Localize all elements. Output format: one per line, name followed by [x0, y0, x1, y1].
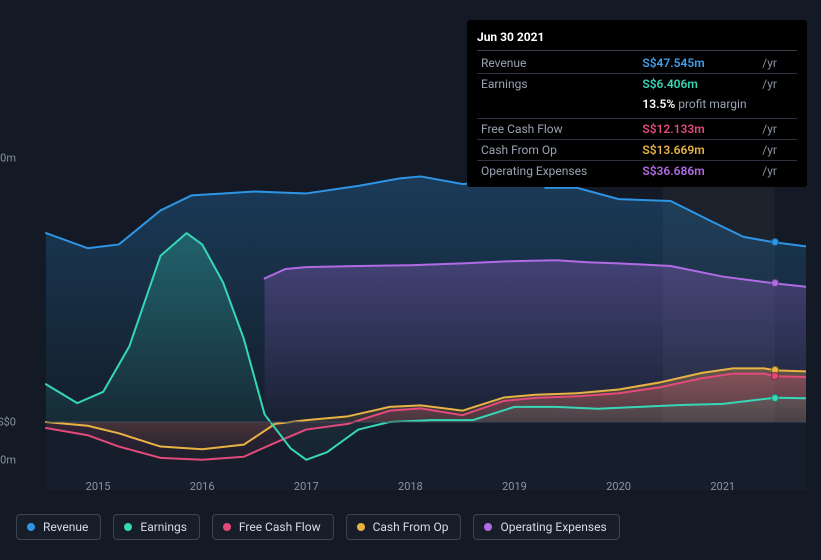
- legend: Revenue Earnings Free Cash Flow Cash From O…: [16, 514, 620, 540]
- legend-item-label: Operating Expenses: [500, 520, 606, 534]
- plot-area[interactable]: [16, 150, 806, 490]
- y-axis-label: S$0: [0, 416, 16, 429]
- legend-item-cfo[interactable]: Cash From Op: [346, 514, 462, 540]
- tooltip-row-label: Operating Expenses: [477, 160, 638, 181]
- y-axis-label: -S$10m: [0, 453, 16, 466]
- tooltip-row-label: Free Cash Flow: [477, 118, 638, 139]
- hover-dot-revenue: [771, 238, 779, 246]
- tooltip-row-value: S$36.686m: [638, 160, 758, 181]
- tooltip-row-value: S$12.133m: [638, 118, 758, 139]
- tooltip-pct-label: profit margin: [678, 97, 746, 111]
- legend-item-opex[interactable]: Operating Expenses: [473, 514, 619, 540]
- tooltip-row-label: Revenue: [477, 53, 638, 74]
- tooltip-row-suffix: /yr: [758, 118, 797, 139]
- tooltip-row-label: Cash From Op: [477, 139, 638, 160]
- tooltip-row-label: Earnings: [477, 74, 638, 95]
- tooltip-row-suffix: /yr: [758, 160, 797, 181]
- tooltip-row: Operating ExpensesS$36.686m/yr: [477, 160, 797, 181]
- x-axis-label: 2015: [86, 480, 111, 493]
- legend-dot-icon: [357, 523, 365, 531]
- legend-dot-icon: [27, 523, 35, 531]
- tooltip-row-value: S$13.669m: [638, 139, 758, 160]
- legend-item-fcf[interactable]: Free Cash Flow: [212, 514, 334, 540]
- tooltip-row: RevenueS$47.545m/yr: [477, 53, 797, 74]
- legend-item-earnings[interactable]: Earnings: [113, 514, 200, 540]
- tooltip-row: EarningsS$6.406m/yr: [477, 74, 797, 95]
- tooltip-pct: 13.5%: [642, 97, 675, 111]
- hover-dot-opex: [771, 279, 779, 287]
- tooltip-subrow: 13.5% profit margin: [477, 94, 797, 114]
- chart-root: S$70m S$0 -S$10m 2015 2016 2017 2018 2019 2020 2…: [0, 0, 821, 560]
- hover-dot-fcf: [771, 372, 779, 380]
- x-axis-label: 2017: [294, 480, 319, 493]
- legend-item-label: Cash From Op: [373, 520, 449, 534]
- x-axis-label: 2019: [502, 480, 527, 493]
- legend-dot-icon: [484, 523, 492, 531]
- legend-dot-icon: [223, 523, 231, 531]
- legend-item-revenue[interactable]: Revenue: [16, 514, 101, 540]
- legend-item-label: Earnings: [140, 520, 187, 534]
- tooltip-row-suffix: /yr: [758, 53, 797, 74]
- x-axis-label: 2021: [710, 480, 735, 493]
- legend-item-label: Free Cash Flow: [239, 520, 321, 534]
- tooltip-row-suffix: /yr: [758, 139, 797, 160]
- x-axis-label: 2018: [398, 480, 423, 493]
- hover-dot-earnings: [771, 394, 779, 402]
- hover-tooltip: Jun 30 2021 RevenueS$47.545m/yrEarningsS…: [467, 20, 807, 187]
- legend-item-label: Revenue: [43, 520, 88, 534]
- tooltip-title: Jun 30 2021: [477, 26, 797, 51]
- tooltip-row-suffix: /yr: [758, 74, 797, 95]
- legend-dot-icon: [124, 523, 132, 531]
- tooltip-row: Free Cash FlowS$12.133m/yr: [477, 118, 797, 139]
- tooltip-row-value: S$47.545m: [638, 53, 758, 74]
- x-axis-label: 2020: [606, 480, 631, 493]
- x-axis-label: 2016: [190, 480, 215, 493]
- y-axis-label: S$70m: [0, 151, 16, 164]
- tooltip-row-value: S$6.406m: [638, 74, 758, 95]
- tooltip-row: Cash From OpS$13.669m/yr: [477, 139, 797, 160]
